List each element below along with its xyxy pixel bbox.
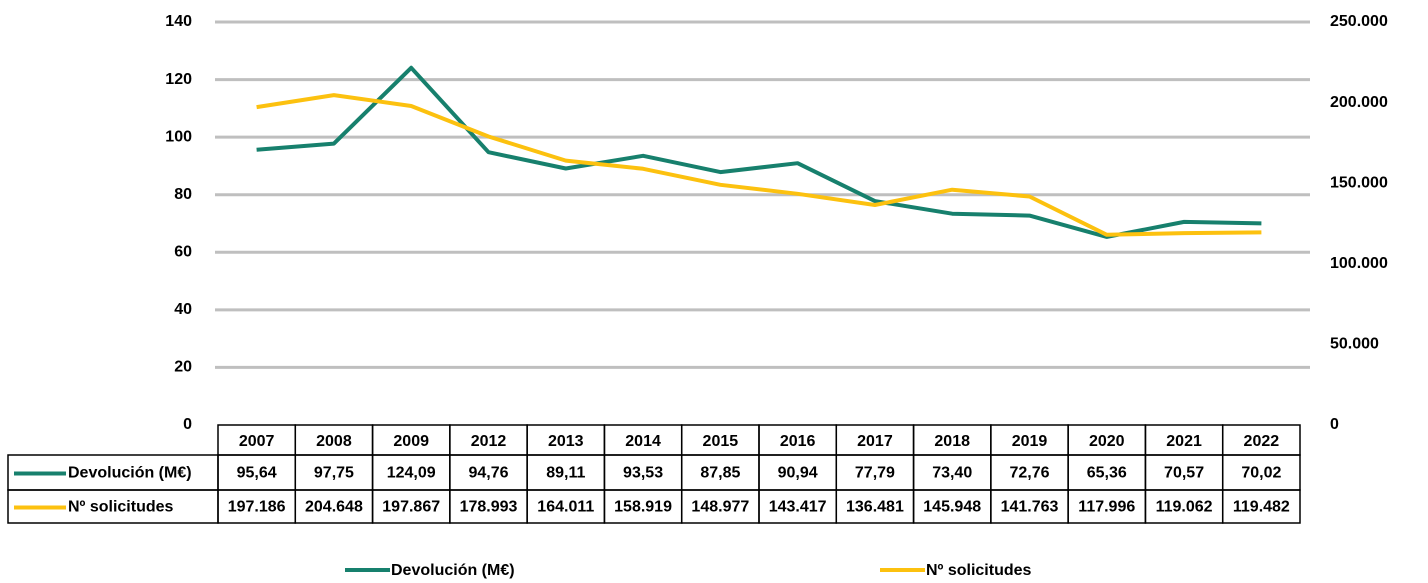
x-tick-label: 2012 [471,433,507,450]
y2-tick-label: 150.000 [1330,174,1388,191]
table-row-label: Nº solicitudes [68,499,174,516]
y2-tick-label: 50.000 [1330,336,1379,353]
table-cell [1221,489,1301,524]
y-tick-label: 20 [174,359,192,376]
data-label: 95,64 [237,465,277,482]
data-label: 90,94 [778,465,818,482]
y-tick-label: 60 [174,244,192,261]
data-label: 65,36 [1087,465,1127,482]
series-line [256,65,1262,239]
x-tick-label: 2016 [780,433,816,450]
x-tick-label: 2013 [548,433,584,450]
x-tick-label: 2014 [625,433,661,450]
x-tick-label: 2015 [703,433,739,450]
table-row-label: Devolución (M€) [68,465,192,482]
data-label: 93,53 [623,465,663,482]
y-tick-label: 100 [165,128,192,145]
data-label: 164.011 [537,499,594,516]
data-label: 204.648 [305,499,363,516]
data-label: 136.481 [846,499,904,516]
data-label: 89,11 [546,465,585,482]
data-label: 124,09 [387,465,436,482]
y-tick-label: 40 [174,301,192,318]
data-label: 117.996 [1078,499,1135,516]
data-label: 197.867 [382,499,440,516]
y2-tick-label: 200.000 [1330,94,1388,111]
data-label: 148.977 [691,499,749,516]
x-tick-label: 2017 [857,433,893,450]
y-tick-label: 80 [174,186,192,203]
data-label: 70,02 [1241,465,1281,482]
y-tick-label: 0 [183,416,192,433]
x-tick-label: 2022 [1244,433,1280,450]
data-label: 87,85 [700,465,740,482]
data-label: 119.062 [1156,499,1213,516]
data-label: 178.993 [460,499,518,516]
data-label: 143.417 [769,499,827,516]
x-tick-label: 2018 [934,433,970,450]
data-label: 73,40 [932,465,972,482]
x-tick-label: 2007 [239,433,275,450]
data-label: 141.763 [1001,499,1059,516]
data-label: 97,75 [314,465,354,482]
y-tick-label: 120 [165,71,192,88]
x-tick-label: 2008 [316,433,352,450]
y2-tick-label: 0 [1330,416,1339,433]
legend-label: Devolución (M€) [391,562,515,579]
x-tick-label: 2009 [393,433,429,450]
data-label: 72,76 [1009,465,1049,482]
data-label: 94,76 [468,465,508,482]
data-label: 197.186 [228,499,286,516]
x-tick-label: 2020 [1089,433,1125,450]
y-tick-label: 140 [165,13,192,30]
data-label: 119.482 [1233,499,1290,516]
y2-tick-label: 100.000 [1330,255,1388,272]
data-label: 158.919 [614,499,672,516]
x-tick-label: 2021 [1166,433,1202,450]
x-tick-label: 2019 [1012,433,1048,450]
series-line [256,93,1262,237]
data-label: 77,79 [855,465,895,482]
data-label: 70,57 [1164,465,1204,482]
y2-tick-label: 250.000 [1330,13,1388,30]
data-label: 145.948 [923,499,981,516]
legend-label: Nº solicitudes [926,562,1032,579]
